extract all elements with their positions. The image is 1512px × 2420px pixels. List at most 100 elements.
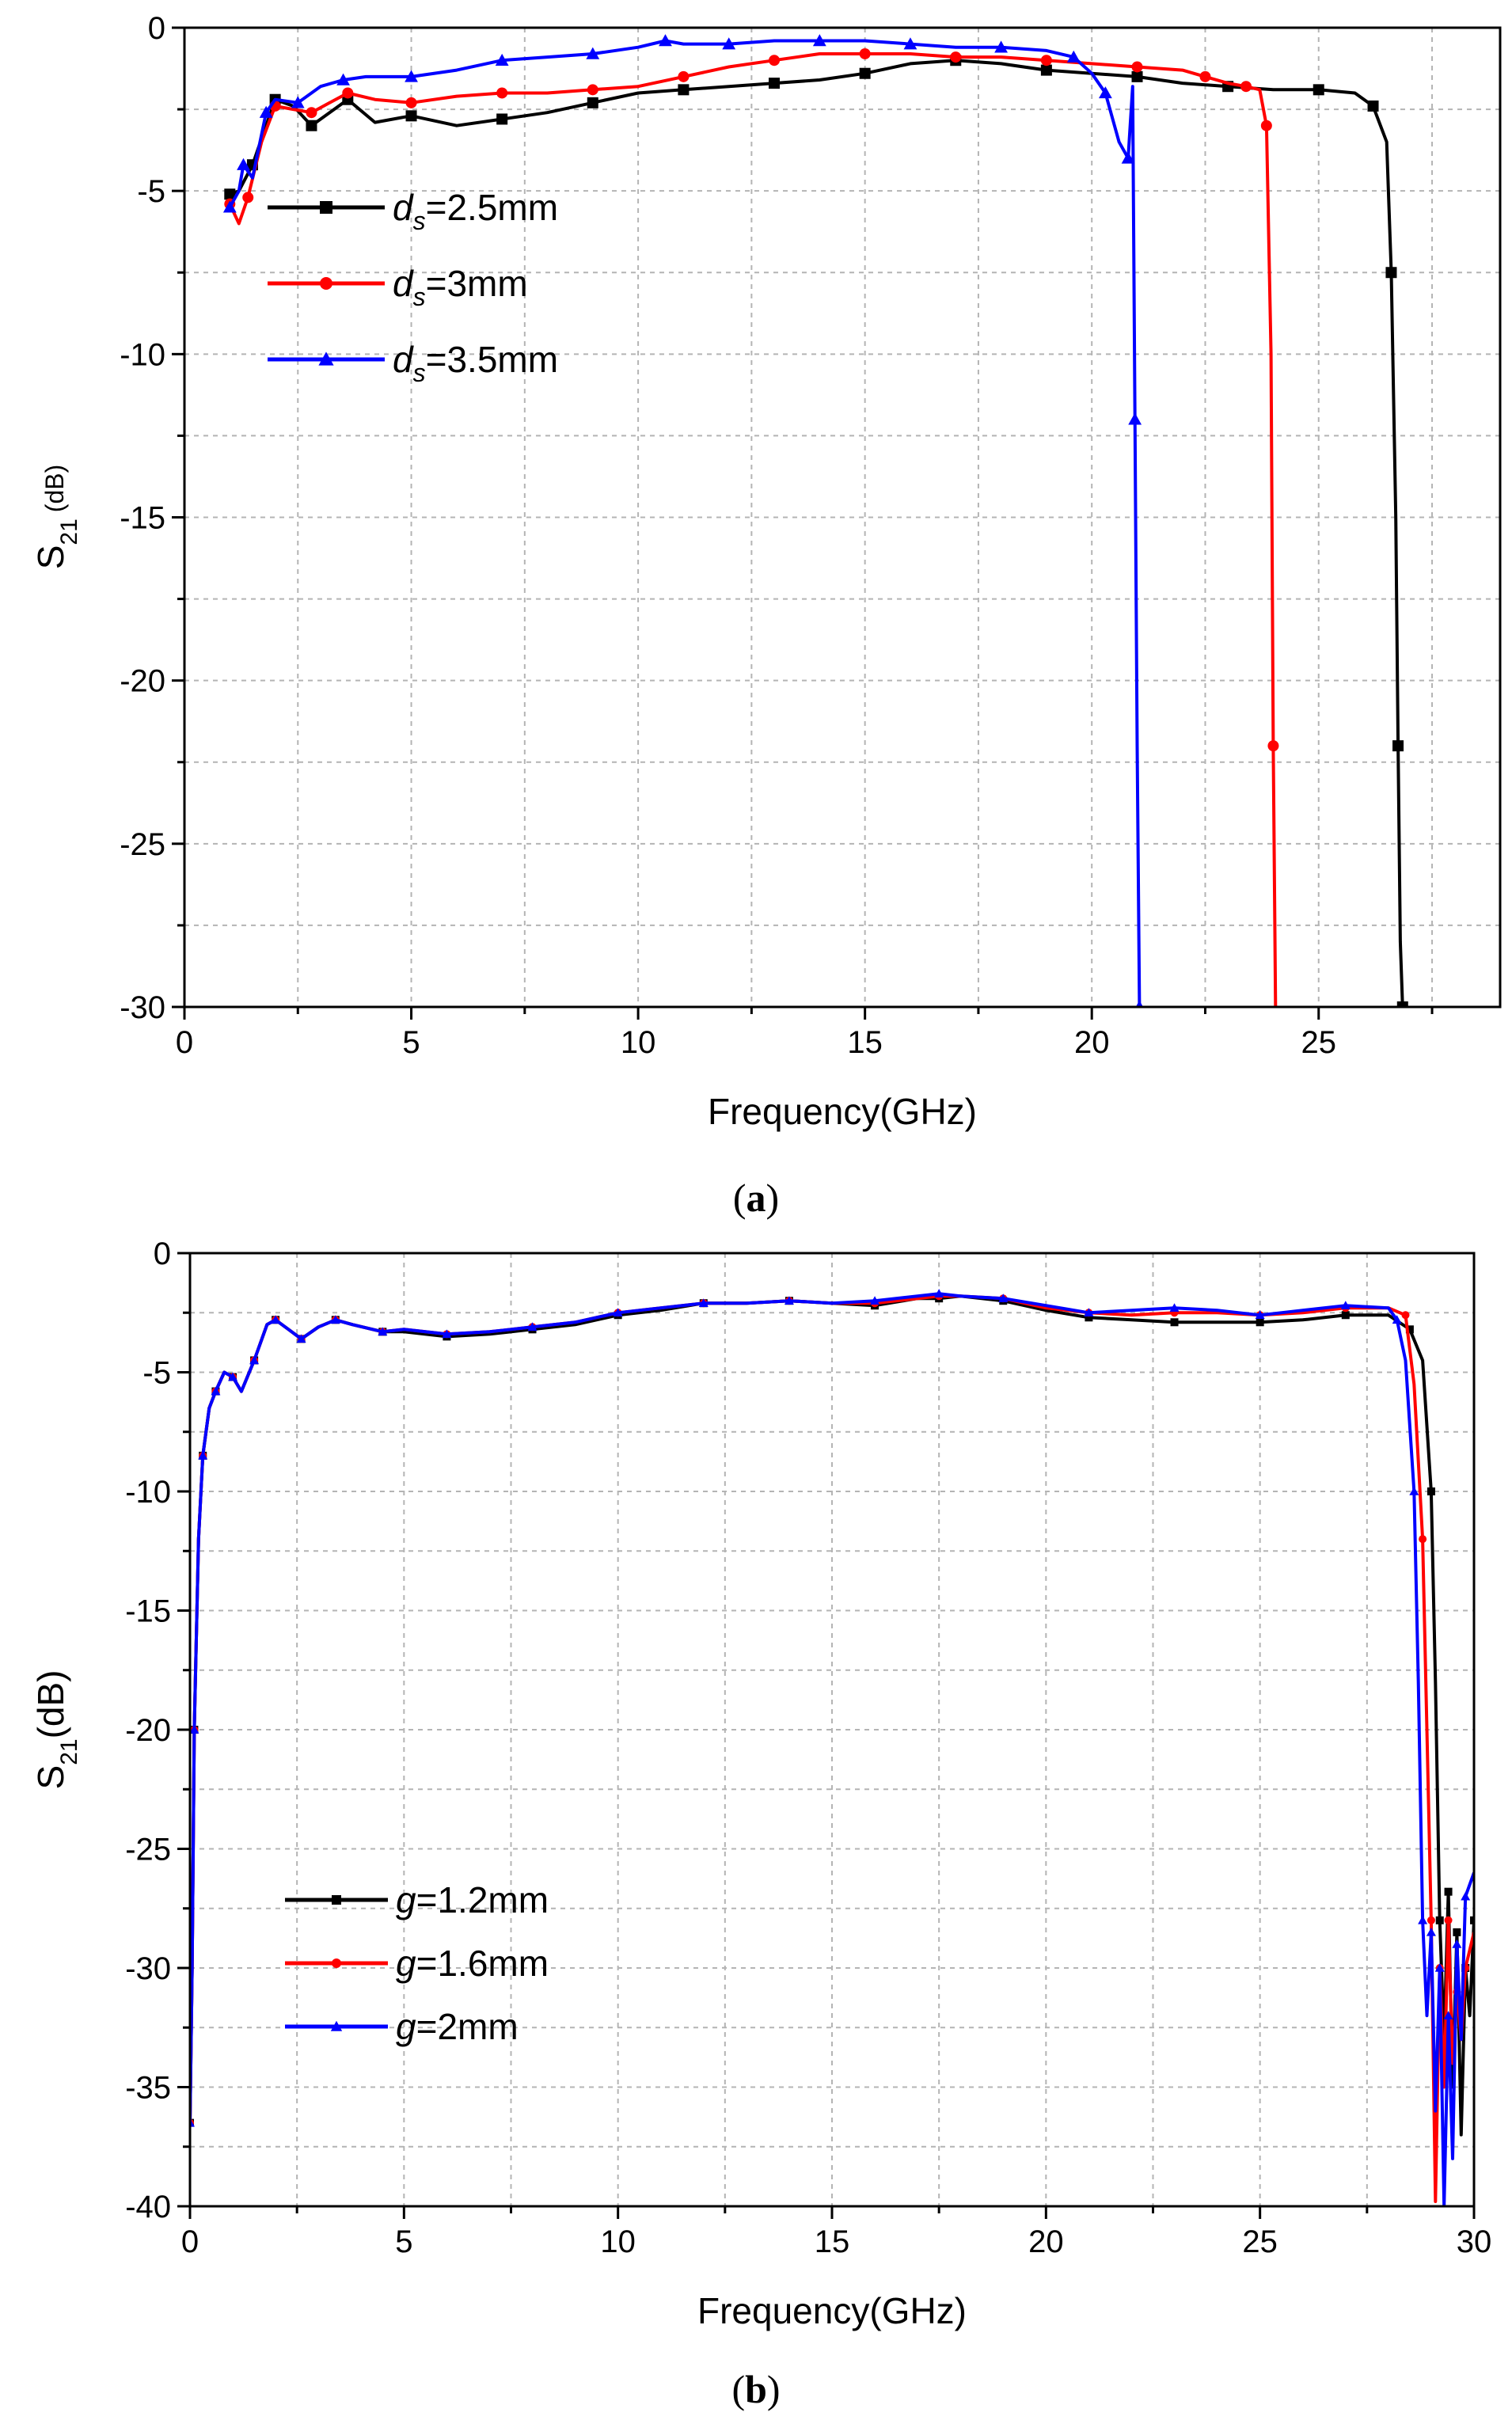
panel-b-series-1-marker <box>1085 1313 1093 1322</box>
panel-a-series-1-marker <box>769 78 781 89</box>
panel-b-y-tick-label: 0 <box>154 1237 171 1271</box>
panel-b-legend: g=1.2mm g=1.6mm g=2mm <box>285 1879 549 2047</box>
panel-a-x-axis-title: Frequency(GHz) <box>708 1091 977 1132</box>
panel-a-series-2-marker <box>496 87 508 99</box>
panel-b-series-3-marker <box>1169 1303 1180 1313</box>
panel-b-chart: 0 5 10 15 20 25 30 0 -5 -10 -15 -20 -25 -30 -35 -40 g=1… <box>30 1237 1491 2411</box>
panel-a-legend-label-2: ds=3mm <box>393 263 528 311</box>
panel-a-series-2-marker <box>950 51 962 63</box>
panel-a-legend-marker-1 <box>320 201 332 214</box>
panel-b-series-1-marker <box>1405 1325 1414 1334</box>
panel-b-legend-marker-2 <box>332 1958 341 1968</box>
panel-b-series-3-marker <box>330 1315 340 1324</box>
panel-a-series-3-marker <box>1135 1000 1144 1007</box>
panel-a-series-2-marker <box>242 192 254 203</box>
panel-a-series-3-marker <box>259 105 273 118</box>
panel-b-y-tick-label: -30 <box>125 1951 171 1986</box>
panel-a-series-1-marker <box>1392 740 1404 752</box>
panel-b-x-tick-label: 0 <box>181 2224 199 2259</box>
panel-b-series-3-line <box>190 1292 1474 2206</box>
panel-a-y-title-main: S <box>30 545 71 570</box>
panel-a-series-3-marker <box>1128 412 1142 425</box>
panel-a-y-tick-label: -20 <box>120 664 165 699</box>
panel-b-y-tick-label: -10 <box>125 1475 171 1510</box>
panel-a-y-tick-label: -5 <box>137 174 165 209</box>
panel-b-series-1-marker <box>1444 1887 1453 1896</box>
panel-a-y-title-sub: 21 <box>56 519 82 545</box>
panel-a-x-tick-label: 0 <box>176 1025 193 1060</box>
panel-b-series-1-marker <box>1256 1318 1264 1327</box>
panel-a-series-3-marker <box>994 40 1008 53</box>
panel-a-chart: 0 5 10 15 20 250-5-10-15-20-25-30 ds=2.5mmds=… <box>30 11 1502 1220</box>
panel-a-series-3-marker <box>336 73 350 85</box>
panel-a-series-3-line <box>228 39 1142 1007</box>
panel-a-y-tick-label: -15 <box>120 501 165 536</box>
panel-a-series-3-marker <box>222 200 237 213</box>
panel-b-y-tick-label: -25 <box>125 1833 171 1867</box>
panel-a-series-2-marker <box>1199 70 1211 82</box>
panel-b-series-3-marker <box>1340 1301 1351 1310</box>
panel-b-legend-marker-1 <box>332 1895 341 1905</box>
panel-b-y-title-unit: (dB) <box>30 1670 71 1739</box>
panel-b-legend-label-1: g=1.2mm <box>396 1879 549 1920</box>
panel-b-series-3-marker <box>1409 1487 1419 1495</box>
panel-a-ticks: 0 5 10 15 20 25 0 -5 -10 -15 -20 -25 -30 <box>120 11 1502 1060</box>
panel-b-ticks: 0 5 10 15 20 25 30 0 -5 -10 -15 -20 -25 -30 -35 -40 <box>125 1237 1491 2259</box>
panel-a-series-3-marker <box>1121 151 1135 164</box>
panel-a-series-1-line <box>229 59 1404 1007</box>
panel-a-series-3-marker <box>237 158 250 170</box>
panel-a-series-1-marker <box>1396 1001 1408 1007</box>
panel-b-grid <box>190 1253 1474 2206</box>
panel-a-x-tick-label: 10 <box>621 1025 656 1060</box>
panel-a-series-1-marker <box>306 120 317 131</box>
panel-b-series-3-marker <box>211 1386 221 1396</box>
panel-b-legend-entry-2: g=1.6mm <box>285 1943 549 1984</box>
panel-a-series-2-marker <box>1240 81 1252 93</box>
panel-b-legend-entry-1: g=1.2mm <box>285 1879 549 1920</box>
panel-b-series-1-marker <box>1470 1916 1474 1924</box>
panel-a-series-3-marker <box>586 47 600 59</box>
panel-b-y-title-main: S <box>30 1765 71 1790</box>
panel-b-legend-label-2: g=1.6mm <box>396 1943 549 1984</box>
panel-b-series-3-marker <box>1392 1315 1402 1324</box>
panel-b-series-3-marker <box>784 1296 794 1305</box>
panel-b-y-tick-label: -20 <box>125 1713 171 1748</box>
panel-a-series-3-marker <box>405 70 418 82</box>
panel-b-x-tick-label: 5 <box>395 2224 412 2259</box>
panel-a-legend: ds=2.5mm ds=3mm ds=3.5mm <box>268 187 558 387</box>
panel-a-legend-label-3: ds=3.5mm <box>393 339 558 387</box>
panel-a-series-2-marker <box>769 55 781 66</box>
panel-a-series-1-marker <box>1367 100 1379 112</box>
panel-a-series-1-marker <box>678 84 690 96</box>
panel-a-y-tick-label: -30 <box>120 990 165 1025</box>
panel-b-y-tick-label: -15 <box>125 1594 171 1629</box>
panel-a-series-3-marker <box>1066 50 1081 63</box>
panel-b-series-3-marker <box>870 1296 880 1305</box>
panel-b-x-axis-title: Frequency(GHz) <box>697 2290 967 2331</box>
panel-a-legend-marker-2 <box>320 277 332 290</box>
panel-b-series-3-marker <box>228 1372 238 1381</box>
panel-a-y-tick-label: -10 <box>120 337 165 372</box>
panel-a-series-1-marker <box>587 97 598 108</box>
panel-a-series-1-marker <box>1385 267 1397 279</box>
panel-a-x-tick-label: 20 <box>1074 1025 1110 1060</box>
panel-b-series-1-marker <box>1341 1311 1350 1320</box>
panel-a-series-3-marker <box>1099 86 1112 99</box>
panel-a-series-3-marker <box>291 96 305 108</box>
panel-a-legend-marker-3 <box>318 351 334 366</box>
panel-a-series <box>222 34 1408 1007</box>
panel-a-x-tick-label: 25 <box>1301 1025 1337 1060</box>
panel-b-legend-entry-3: g=2mm <box>285 2006 519 2047</box>
panel-b-x-tick-label: 30 <box>1457 2224 1492 2259</box>
panel-b-series-3-marker <box>271 1315 281 1324</box>
panel-a-series-1-marker <box>1131 70 1143 82</box>
panel-a-series-2-marker <box>1131 61 1143 73</box>
panel-a-y-tick-label: 0 <box>148 11 165 46</box>
panel-b-series-2-marker <box>1427 1916 1435 1924</box>
panel-b-caption: (b) <box>731 2367 780 2411</box>
panel-a-series-2-marker <box>1267 740 1279 752</box>
panel-a-grid <box>184 28 1500 1007</box>
panel-b-series-3-marker <box>1418 1915 1428 1924</box>
panel-b-x-tick-label: 20 <box>1028 2224 1064 2259</box>
panel-a-series-2-line <box>228 52 1278 1007</box>
